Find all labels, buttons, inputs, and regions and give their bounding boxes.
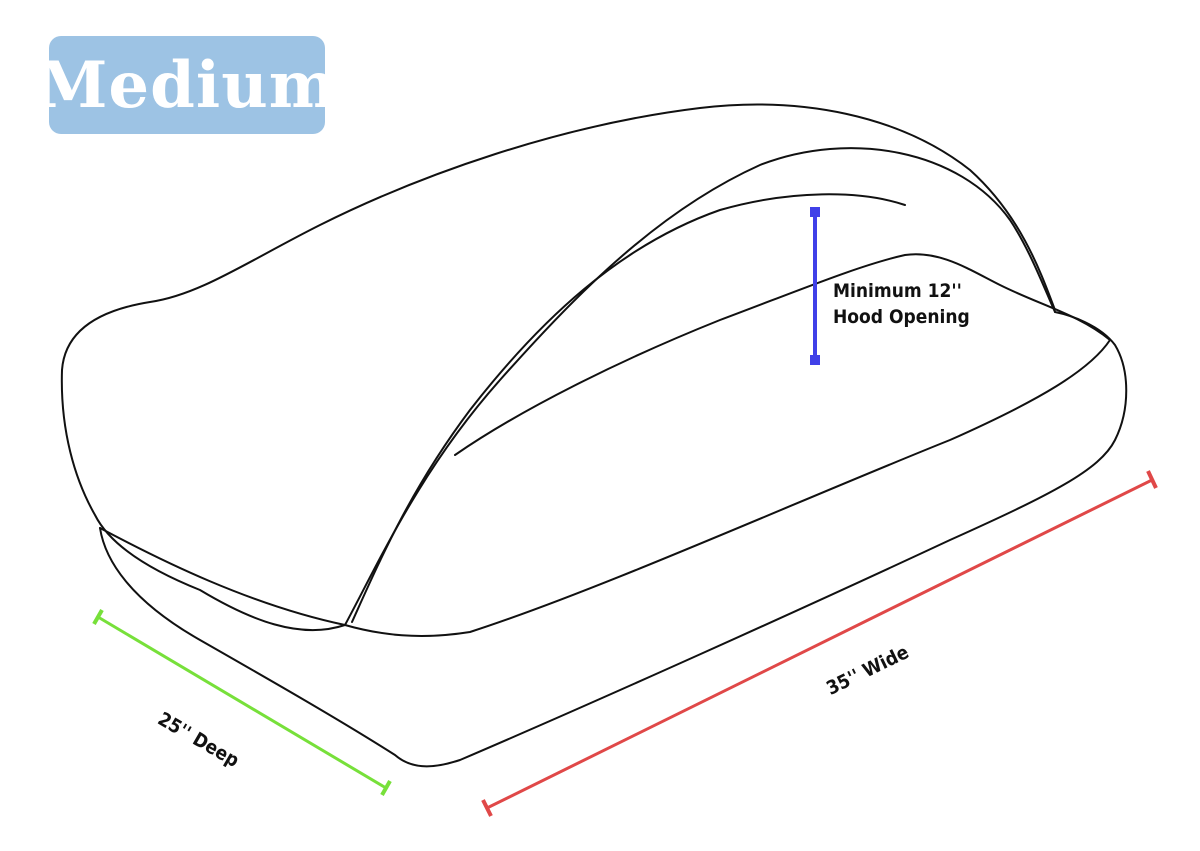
width-marker: [481, 470, 1158, 817]
base-top-edge: [344, 339, 1111, 637]
hood-opening-label-line2: Hood Opening: [833, 306, 970, 328]
hood-inner-arch: [351, 193, 906, 623]
size-badge: Medium: [36, 36, 338, 134]
hood-opening-label-line1: Minimum 12'': [833, 280, 962, 302]
bed-back-outline: [60, 103, 1056, 632]
hood-opening-marker: [810, 207, 820, 365]
hood-outer-arch: [344, 147, 1056, 626]
front-hood-bottom: [99, 527, 346, 626]
depth-marker: [92, 609, 392, 796]
size-badge-label: Medium: [36, 47, 338, 123]
cushion-ridge: [454, 253, 1111, 456]
bed-base-outline: [99, 311, 1128, 768]
